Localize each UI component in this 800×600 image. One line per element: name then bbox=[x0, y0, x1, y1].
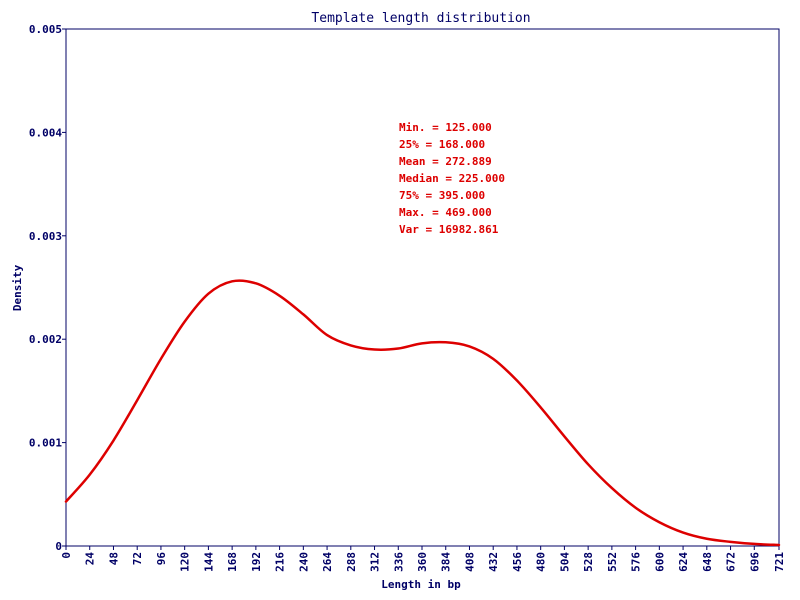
x-tick-label: 408 bbox=[463, 552, 476, 572]
x-tick-label: 480 bbox=[535, 552, 548, 572]
y-axis-label: Density bbox=[11, 264, 24, 311]
stat-line: Min. = 125.000 bbox=[399, 121, 492, 134]
x-tick-label: 696 bbox=[748, 552, 761, 572]
x-tick-label: 24 bbox=[84, 552, 97, 566]
density-curve bbox=[64, 279, 781, 547]
stat-line: Median = 225.000 bbox=[399, 172, 505, 185]
stats-annotation: Min. = 125.000 25% = 168.000 Mean = 272.88… bbox=[399, 121, 505, 236]
stat-line: 25% = 168.000 bbox=[399, 138, 485, 151]
x-axis: 0 24 48 72 96 120 144 168 192 216 240 264 288 312 336 3… bbox=[60, 546, 786, 572]
y-tick-label: 0 bbox=[55, 540, 62, 553]
y-axis: 0 0.001 0.002 0.003 0.004 0.005 bbox=[29, 23, 66, 553]
x-tick-label: 240 bbox=[297, 552, 310, 572]
x-tick-label: 648 bbox=[701, 552, 714, 572]
y-tick-label: 0.002 bbox=[29, 333, 62, 346]
x-tick-label: 384 bbox=[440, 552, 453, 572]
x-axis-label: Length in bp bbox=[381, 578, 461, 591]
x-tick-label: 72 bbox=[131, 552, 144, 565]
x-tick-label: 144 bbox=[202, 552, 215, 572]
x-tick-label: 360 bbox=[416, 552, 429, 572]
x-tick-label: 456 bbox=[511, 552, 524, 572]
x-tick-label: 96 bbox=[155, 552, 168, 566]
x-tick-label: 576 bbox=[630, 552, 643, 572]
x-tick-label: 721 bbox=[773, 552, 786, 572]
stat-line: Mean = 272.889 bbox=[399, 155, 492, 168]
y-tick-label: 0.005 bbox=[29, 23, 62, 36]
x-tick-label: 264 bbox=[321, 552, 334, 572]
stat-line: Max. = 469.000 bbox=[399, 206, 492, 219]
x-tick-label: 504 bbox=[558, 552, 571, 572]
x-tick-label: 168 bbox=[226, 552, 239, 572]
plot-area bbox=[65, 28, 780, 547]
y-tick-label: 0.001 bbox=[29, 437, 62, 450]
chart-title: Template length distribution bbox=[311, 11, 530, 26]
x-tick-label: 600 bbox=[653, 552, 666, 572]
x-tick-label: 432 bbox=[487, 552, 500, 572]
x-tick-label: 0 bbox=[60, 552, 73, 559]
x-tick-label: 288 bbox=[345, 552, 358, 572]
x-tick-label: 528 bbox=[582, 552, 595, 572]
y-tick-label: 0.003 bbox=[29, 230, 62, 243]
x-tick-label: 312 bbox=[369, 552, 382, 572]
x-tick-label: 552 bbox=[606, 552, 619, 572]
stat-line: 75% = 395.000 bbox=[399, 189, 485, 202]
x-tick-label: 672 bbox=[725, 552, 738, 572]
series-layer bbox=[64, 279, 781, 547]
x-tick-label: 624 bbox=[677, 552, 690, 572]
x-tick-label: 192 bbox=[250, 552, 263, 572]
x-tick-label: 336 bbox=[392, 552, 405, 572]
y-tick-label: 0.004 bbox=[29, 126, 62, 139]
x-tick-label: 120 bbox=[179, 552, 192, 572]
stat-line: Var = 16982.861 bbox=[399, 223, 499, 236]
x-tick-label: 48 bbox=[107, 552, 120, 565]
x-tick-label: 216 bbox=[274, 552, 287, 572]
